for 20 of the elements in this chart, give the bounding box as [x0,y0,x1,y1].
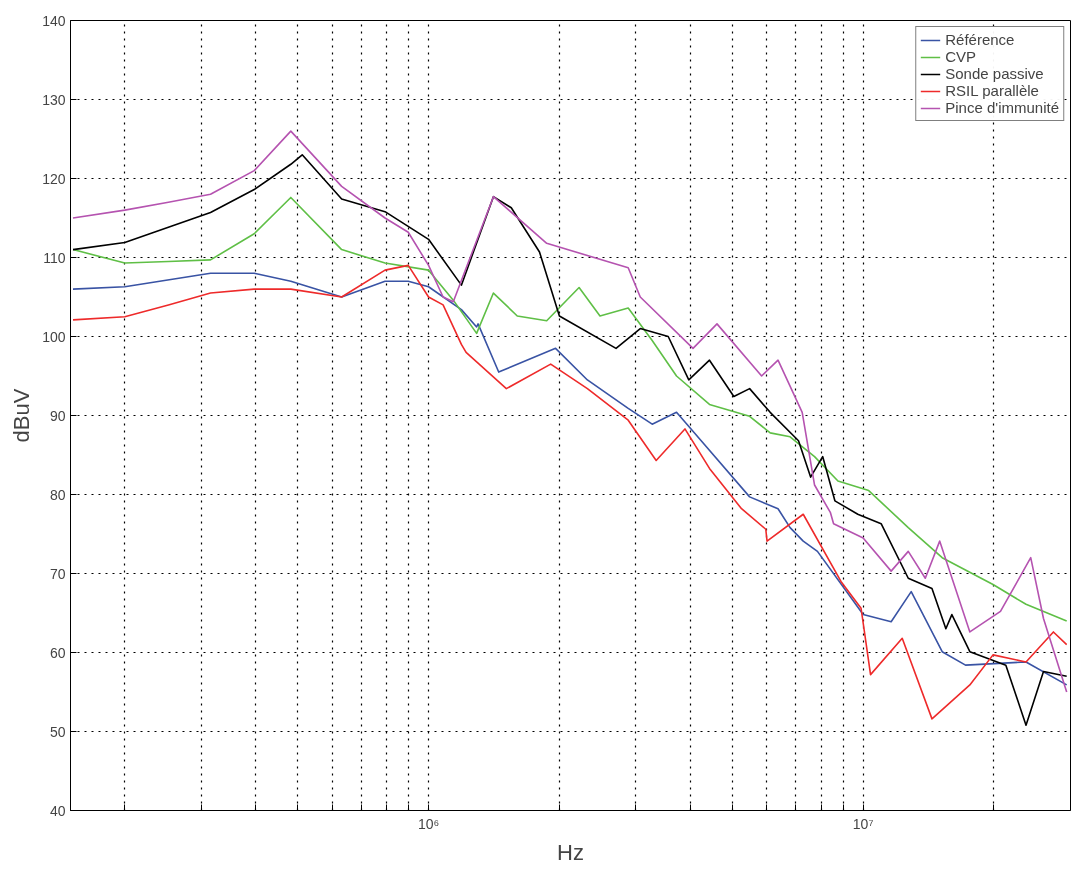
y-tick-label: 140 [42,12,66,29]
x-tick-label: 10⁶ [417,815,440,832]
x-tick-label: 10⁷ [852,815,874,832]
x-axis-title: Hz [557,839,584,865]
y-tick-label: 110 [43,249,66,266]
legend-label: Référence [945,31,1015,48]
y-tick-label: 80 [49,486,66,503]
y-tick-label: 70 [49,565,66,582]
y-tick-label: 60 [49,644,66,661]
legend-label: CVP [945,48,977,65]
legend-label: RSIL parallèle [945,82,1039,99]
y-tick-label: 50 [49,723,66,740]
y-tick-label: 120 [42,170,66,187]
y-tick-label: 130 [42,91,66,108]
y-tick-label: 100 [42,328,66,345]
y-tick-label: 40 [49,802,66,819]
legend-label: Pince d'immunité [945,99,1059,116]
y-axis-title: dBuV [9,388,35,443]
legend-label: Sonde passive [945,65,1044,82]
y-tick-label: 90 [49,407,66,424]
